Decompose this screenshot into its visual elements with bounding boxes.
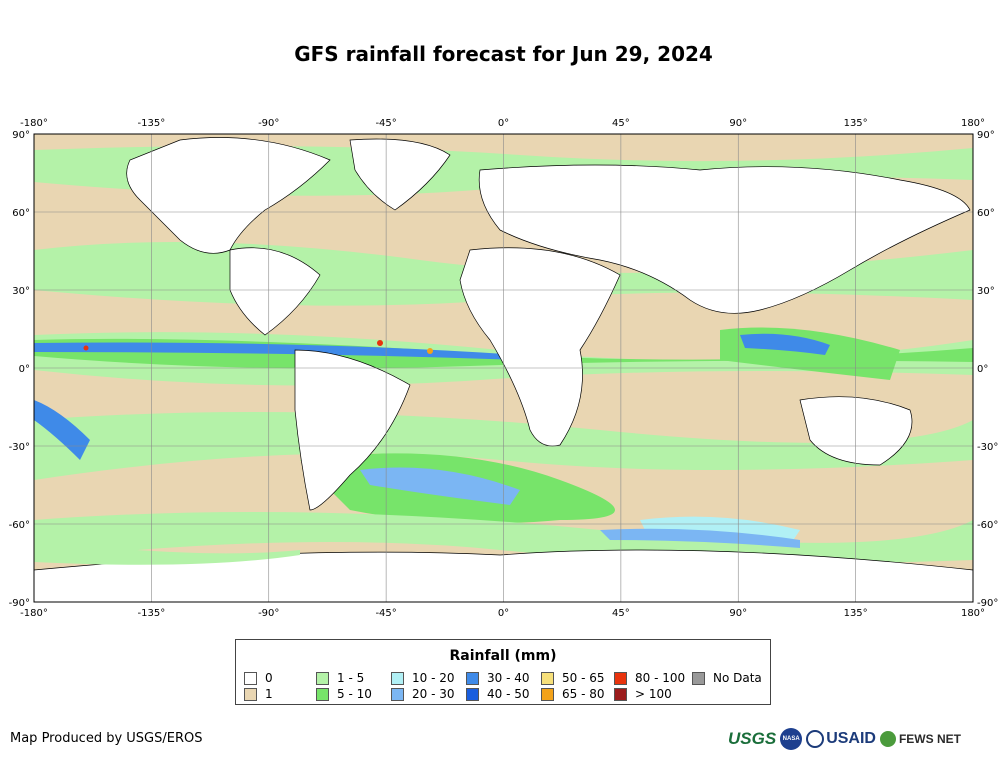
- legend-label: 0: [265, 671, 273, 685]
- legend-item: 65 - 80: [541, 687, 605, 701]
- legend-item: 80 - 100: [614, 671, 685, 685]
- lat-label-left: 0°: [19, 364, 30, 375]
- legend-swatch: [541, 671, 554, 685]
- lon-label-top: 0°: [498, 118, 509, 129]
- legend-swatch: [391, 671, 404, 685]
- lat-label-right: 30°: [977, 286, 995, 297]
- lon-label-bottom: -90°: [258, 608, 279, 619]
- usgs-logo: USGS: [728, 729, 777, 748]
- map-frame: [33, 133, 974, 603]
- lon-label-top: 135°: [844, 118, 868, 129]
- lat-label-right: -90°: [977, 598, 998, 609]
- legend-label: 30 - 40: [487, 671, 530, 685]
- axis-ticks: -180° -180° -135° -135° -90° -90° -45° -45° 0° 0°…: [9, 118, 999, 619]
- legend-label: No Data: [713, 671, 762, 685]
- legend-label: 1: [265, 687, 273, 701]
- credit-text: Map Produced by USGS/EROS: [10, 731, 203, 746]
- legend-item: > 100: [614, 687, 672, 701]
- legend-item: 30 - 40: [466, 671, 530, 685]
- fews-net-logo: FEWS NET: [879, 731, 961, 747]
- map-svg: -180° -180° -135° -135° -90° -90° -45° -45° 0° 0°…: [9, 118, 999, 619]
- lon-label-bottom: -45°: [375, 608, 396, 619]
- lon-label-top: 45°: [612, 118, 630, 129]
- legend-swatch: [614, 687, 627, 701]
- legend-item: No Data: [692, 671, 762, 685]
- lat-label-right: 90°: [977, 130, 995, 141]
- lat-label-right: -60°: [977, 520, 998, 531]
- usaid-logo: USAID: [806, 730, 876, 748]
- legend-title: Rainfall (mm): [449, 648, 557, 664]
- legend-label: 65 - 80: [562, 687, 605, 701]
- lon-label-bottom: 90°: [729, 608, 747, 619]
- legend-swatch: [244, 687, 257, 701]
- legend-swatch: [316, 671, 329, 685]
- lon-label-top: -90°: [258, 118, 279, 129]
- map-title: GFS rainfall forecast for Jun 29, 2024: [294, 42, 713, 66]
- legend-item: 0: [244, 671, 273, 685]
- lat-label-right: 60°: [977, 208, 995, 219]
- lon-label-bottom: 45°: [612, 608, 630, 619]
- lon-label-top: -45°: [375, 118, 396, 129]
- legend-item: 1 - 5: [316, 671, 364, 685]
- legend-label: 5 - 10: [337, 687, 372, 701]
- legend-label: 10 - 20: [412, 671, 455, 685]
- lon-label-bottom: -180°: [20, 608, 48, 619]
- usaid-seal-icon: [806, 730, 825, 748]
- legend-swatch: [614, 671, 627, 685]
- rainfall-map: -180° -180° -135° -135° -90° -90° -45° -45° 0° 0°…: [0, 100, 1007, 630]
- lon-label-bottom: 0°: [498, 608, 509, 619]
- usaid-logo-text: USAID: [826, 730, 876, 747]
- legend-label: > 100: [635, 687, 672, 701]
- legend: Rainfall (mm) 0 1 1 - 5 5 - 10 10 - 20 20 - 3…: [235, 639, 771, 705]
- lat-label-left: 30°: [12, 286, 30, 297]
- legend-item: 40 - 50: [466, 687, 530, 701]
- legend-item: 20 - 30: [391, 687, 455, 701]
- legend-label: 20 - 30: [412, 687, 455, 701]
- legend-swatch: [466, 687, 479, 701]
- legend-label: 40 - 50: [487, 687, 530, 701]
- legend-item: 10 - 20: [391, 671, 455, 685]
- nasa-logo: NASA: [780, 728, 803, 750]
- legend-swatch: [692, 671, 705, 685]
- lon-label-top: -135°: [138, 118, 166, 129]
- legend-item: 1: [244, 687, 273, 701]
- lon-label-top: -180°: [20, 118, 48, 129]
- legend-swatch: [316, 687, 329, 701]
- legend-item: 50 - 65: [541, 671, 605, 685]
- lon-label-top: 90°: [729, 118, 747, 129]
- agency-logos: USGS NASA USAID FEWS NET: [728, 726, 1000, 752]
- legend-swatch: [391, 687, 404, 701]
- legend-swatch: [466, 671, 479, 685]
- lat-label-left: 60°: [12, 208, 30, 219]
- legend-label: 80 - 100: [635, 671, 686, 685]
- graticule: [34, 134, 973, 602]
- lat-label-left: -30°: [9, 442, 30, 453]
- fews-net-leaf-icon: [879, 731, 896, 747]
- lat-label-right: -30°: [977, 442, 998, 453]
- lat-label-left: -90°: [9, 598, 30, 609]
- lon-label-bottom: 180°: [961, 608, 985, 619]
- legend-item: 5 - 10: [316, 687, 372, 701]
- legend-swatch: [244, 671, 257, 685]
- lon-label-bottom: -135°: [138, 608, 166, 619]
- legend-label: 1 - 5: [337, 671, 365, 685]
- lon-label-bottom: 135°: [844, 608, 868, 619]
- lon-label-top: 180°: [961, 118, 985, 129]
- fews-net-logo-text: FEWS NET: [898, 732, 961, 746]
- legend-swatch: [541, 687, 554, 701]
- lat-label-left: -60°: [9, 520, 30, 531]
- lat-label-right: 0°: [977, 364, 988, 375]
- legend-label: 50 - 65: [562, 671, 605, 685]
- lat-label-left: 90°: [12, 130, 30, 141]
